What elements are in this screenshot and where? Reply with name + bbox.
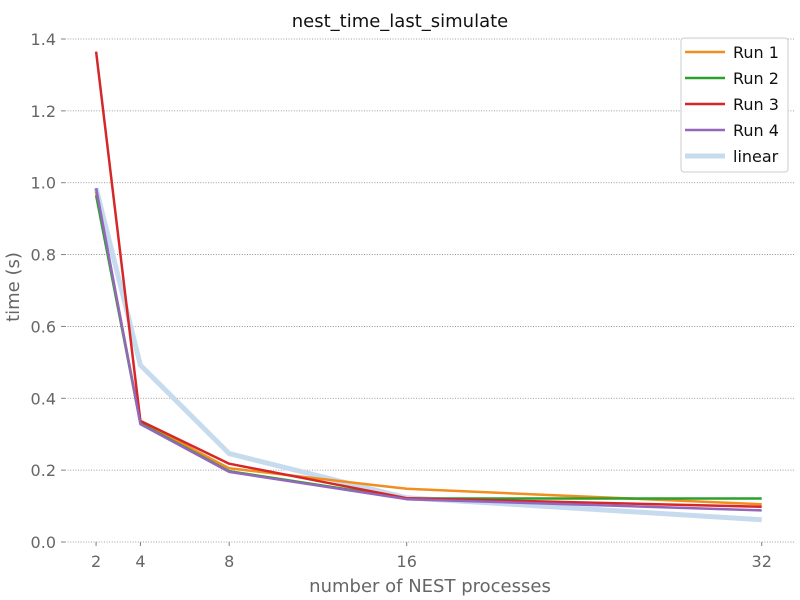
x-axis: 2 4 8 16 32: [91, 542, 772, 571]
x-tick-label: 4: [135, 552, 145, 571]
legend-box: [680, 37, 789, 173]
series-line-run-3: [94, 51, 762, 509]
y-axis-label: time (s): [3, 252, 24, 322]
y-tick-label: 1.4: [31, 30, 56, 49]
y-tick-label: 0.0: [31, 533, 56, 552]
legend-label-run-4: Run 4: [733, 121, 779, 140]
y-tick-label: 0.6: [31, 317, 56, 336]
y-tick-label: 0.4: [31, 389, 56, 408]
x-tick-label: 16: [397, 552, 417, 571]
y-tick-label: 0.2: [31, 461, 56, 480]
y-tick-label: 1.2: [31, 102, 56, 121]
series-line-run-4: [94, 187, 762, 512]
legend-label-run-1: Run 1: [733, 43, 779, 62]
legend-label-linear: linear: [733, 147, 779, 166]
legend-label-run-3: Run 3: [733, 95, 779, 114]
x-tick-label: 32: [752, 552, 772, 571]
y-axis: 0.0 0.2 0.4 0.6 0.8 1.0 1.2 1.4: [31, 30, 65, 552]
legend-label-run-2: Run 2: [733, 69, 779, 88]
y-tick-label: 0.8: [31, 246, 56, 265]
grid: [65, 38, 795, 543]
x-axis-label: number of NEST processes: [309, 576, 551, 597]
chart-title: nest_time_last_simulate: [292, 11, 509, 32]
y-tick-label: 1.0: [31, 174, 56, 193]
series-line-run-1: [94, 191, 762, 506]
x-tick-label: 2: [91, 552, 101, 571]
x-tick-label: 8: [224, 552, 234, 571]
plot-area: [93, 51, 762, 523]
legend: Run 1 Run 2 Run 3 Run 4 linear: [680, 37, 789, 173]
